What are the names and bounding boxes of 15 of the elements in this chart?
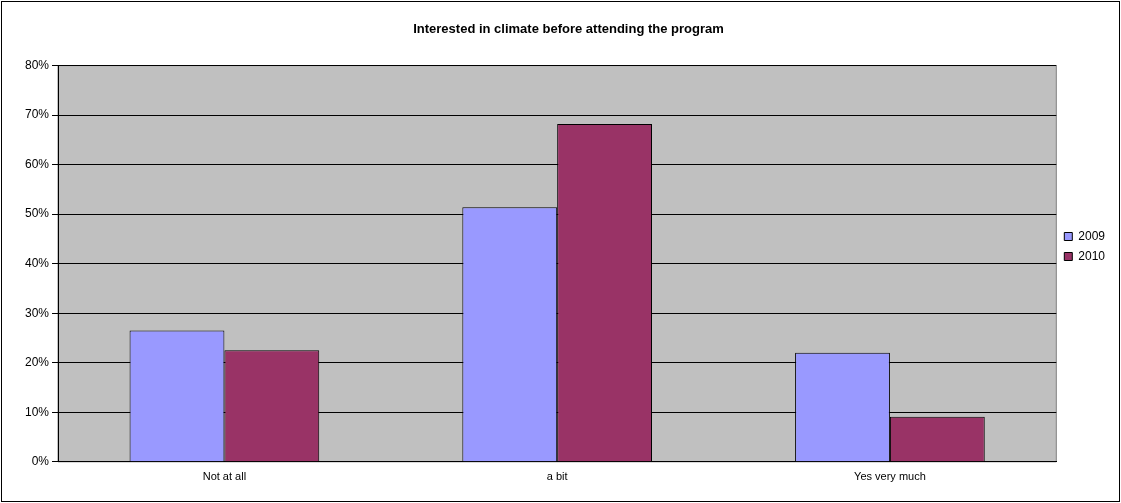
x-tick-label: Yes very much [854, 470, 926, 483]
y-tick-label: 80% [24, 57, 50, 72]
x-tick-label: Not at all [202, 470, 247, 483]
y-tick-label: 10% [24, 404, 50, 419]
legend-label: 2010 [1078, 248, 1106, 263]
x-tick-label: a bit [546, 470, 568, 483]
y-tick-label: 40% [24, 256, 50, 271]
y-tick-label: 50% [24, 206, 50, 221]
y-tick-label: 70% [24, 107, 50, 122]
chart-title: Interested in climate before attending the program [413, 21, 724, 37]
y-tick-label: 30% [24, 305, 50, 320]
y-tick-label: 60% [24, 156, 50, 171]
y-tick-label: 20% [24, 355, 50, 370]
y-tick-label: 0% [31, 454, 50, 469]
legend-label: 2009 [1078, 228, 1106, 243]
